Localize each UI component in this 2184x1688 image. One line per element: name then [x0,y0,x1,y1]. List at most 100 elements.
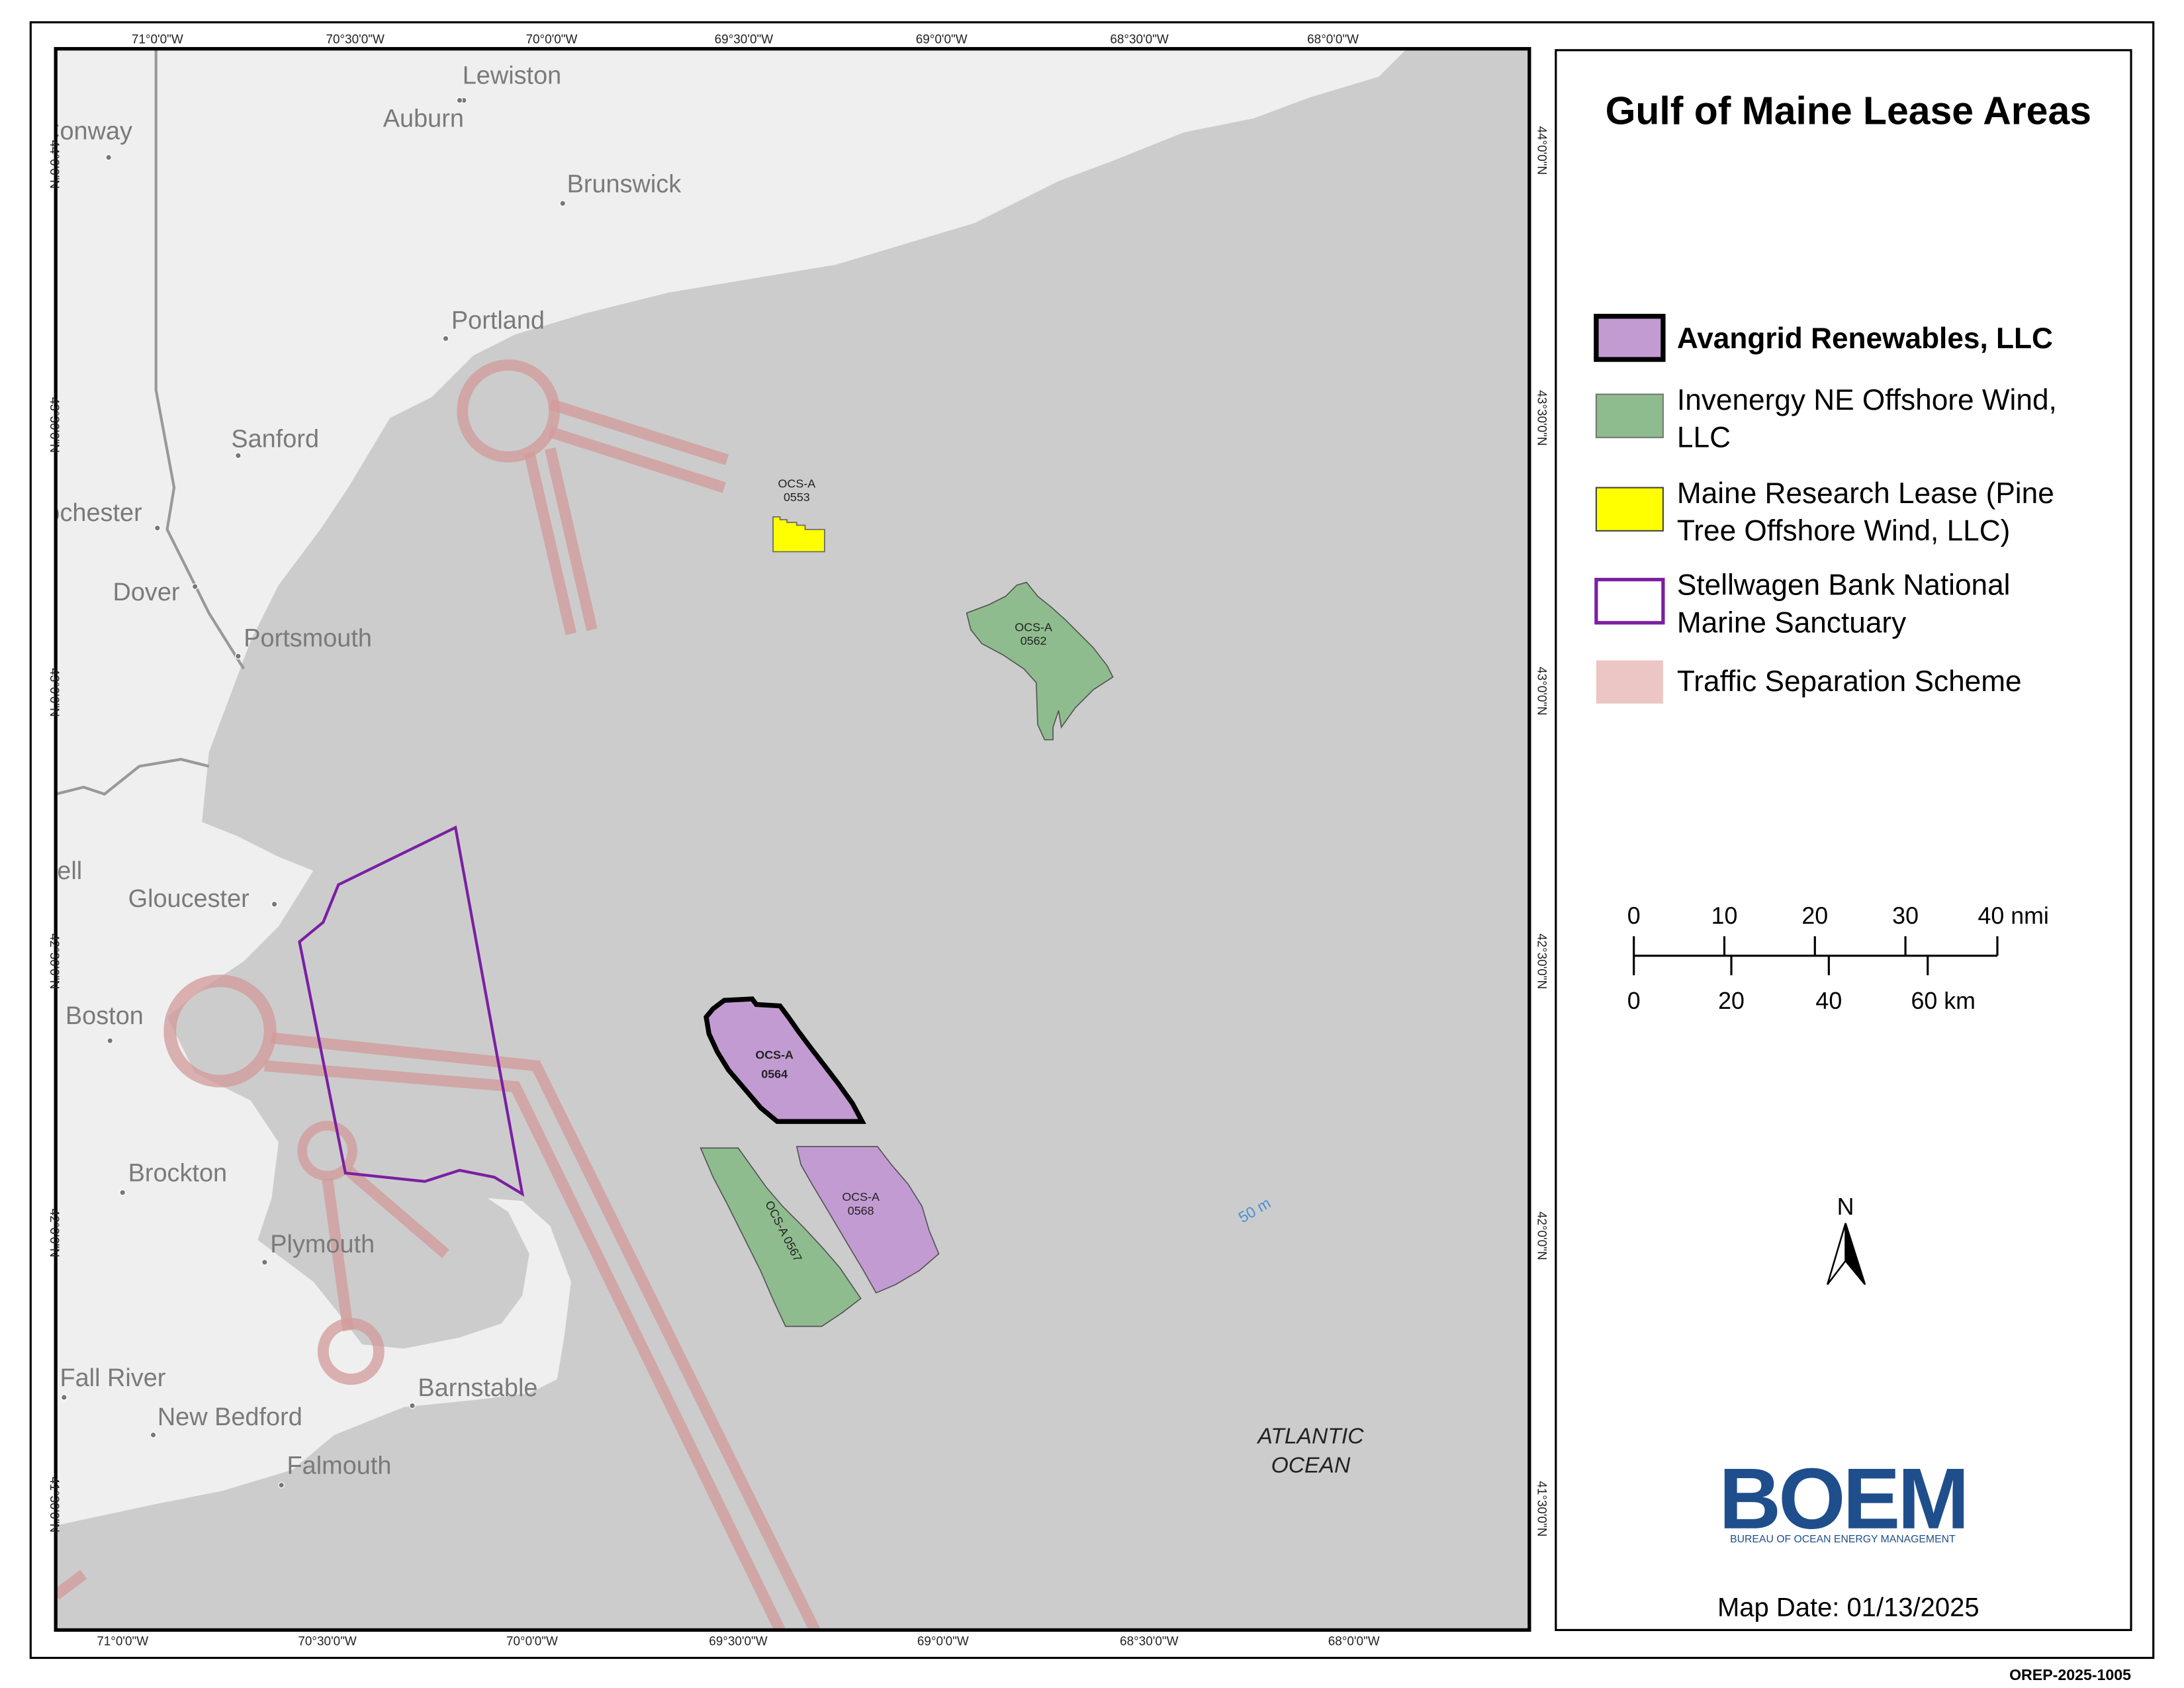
city-dot [150,1431,157,1438]
city-dot [235,653,242,660]
scale-label: 0 [1627,988,1641,1014]
city-dot [261,1258,268,1266]
legend-label: Traffic Separation Scheme [1677,665,2022,698]
legend-swatch [1595,487,1664,532]
city-label: Fall River [60,1364,165,1392]
city-dot [105,154,112,161]
lease-0553 [772,516,825,553]
city-label: Auburn [383,105,464,133]
traffic-separation-scheme [56,359,820,1630]
latitude-label: 41°30'0"N [47,1477,61,1532]
longitude-label: 69°0'0"W [916,32,968,46]
longitude-label: 69°30'0"W [715,32,774,46]
lease-label: OCS-A [842,1190,880,1203]
north-arrow: N [1827,1194,1866,1286]
longitude-label: 71°0'0"W [132,32,183,46]
logo-name: BOEM [1719,1450,1967,1547]
scale-label: 20 [1718,988,1745,1014]
land [56,48,1407,1526]
legend-swatch [1596,660,1663,704]
scale-label: 30 [1892,902,1919,929]
city-dot [442,335,449,342]
logo-subtitle: BUREAU OF OCEAN ENERGY MANAGEMENT [1730,1534,1956,1545]
legend-label: Avangrid Renewables, LLC [1677,322,2053,355]
longitude-label: 68°0'0"W [1328,1635,1380,1649]
places: Lewiston Auburn Conway Brunswick Portland San… [11,62,682,1489]
lease-label: OCS-A [755,1049,794,1062]
latitude-label: 42°0'0"N [1534,1211,1548,1260]
lease-0568 [796,1146,940,1294]
scale-label: 40 nmi [1978,902,2049,929]
legend-panel [1555,49,2132,1631]
latitude-label: 42°0'0"N [47,1209,61,1258]
ocean-label: OCEAN [1271,1454,1351,1478]
lease-label: 0564 [761,1068,788,1081]
latitude-label: 42°30'0"N [1534,933,1548,989]
longitude-label: 71°0'0"W [97,1635,148,1649]
city-label: Lowell [11,857,82,885]
city-dot [154,524,161,532]
scale-bar: 0 10 20 30 40 nmi 0 20 40 60 km [1627,902,2049,1013]
city-dot [60,1394,68,1401]
legend-label: Maine Research Lease (Pine [1677,477,2054,510]
legend: Avangrid Renewables, LLC Invenergy NE Off… [1594,314,2057,704]
scale-label: 20 [1801,902,1828,929]
scale-label: 0 [1627,902,1641,929]
longitude-label: 69°30'0"W [709,1635,768,1649]
ocean-label: ATLANTIC [1256,1424,1364,1448]
latitude-label: 43°0'0"N [47,668,61,717]
city-label: Conway [42,117,132,145]
city-dot [456,97,463,104]
title: Gulf of Maine Lease Areas [1606,89,2091,132]
city-dot [235,452,242,459]
city-label: Falmouth [287,1452,392,1480]
longitude-label: 68°30'0"W [1110,32,1169,46]
city-label: Brockton [128,1160,227,1188]
lease-label: 0553 [784,491,810,504]
city-label: Brunswick [567,170,682,198]
longitude-label: 70°0'0"W [525,32,577,46]
latitude-label: 43°0'0"N [1534,667,1548,716]
city-dot [191,583,199,590]
legend-label: Tree Offshore Wind, LLC) [1677,515,2010,547]
city-label: Boston [66,1002,144,1030]
map-frame [54,47,1531,1632]
longitude-label: 70°30'0"W [326,32,385,46]
map-date: Map Date: 01/13/2025 [1717,1593,1979,1622]
latitude-label: 43°30'0"N [47,397,61,453]
legend-swatch [1594,314,1666,362]
city-label: New Bedford [158,1403,302,1431]
scale-label: 60 km [1911,988,1976,1014]
longitude-label: 68°0'0"W [1307,32,1359,46]
lease-0564 [704,996,866,1124]
city-label: Lewiston [463,62,561,89]
city-label: Plymouth [270,1231,375,1258]
city-label: Portland [451,307,545,335]
logo: BOEM BUREAU OF OCEAN ENERGY MANAGEMENT [1719,1450,1970,1547]
scale-label: 40 [1815,988,1842,1014]
city-dot [271,901,278,908]
longitude-label: 70°0'0"W [506,1635,558,1649]
city-label: Rochester [28,499,142,527]
lease-0562 [966,581,1114,741]
legend-swatch [1595,393,1664,438]
latitude-label: 43°30'0"N [1534,390,1548,445]
city-label: Dover [113,579,179,606]
city-label: Gloucester [128,885,250,913]
legend-label: Stellwagen Bank National [1677,569,2011,602]
state-border [56,48,246,796]
legend-label: Marine Sanctuary [1677,607,1906,639]
doc-id: OREP-2025-1005 [2009,1666,2131,1683]
legend-label: LLC [1677,422,1731,454]
latitude-label: 44°0'0"N [47,140,61,189]
graticule-labels: 71°0'0"W 70°30'0"W 70°0'0"W 69°30'0"W 69°0'0… [47,32,1549,1648]
city-dot [559,200,567,207]
lease-label: OCS-A [1015,620,1052,633]
longitude-label: 70°30'0"W [298,1635,357,1649]
city-label: Barnstable [418,1374,537,1402]
lease-label: 0562 [1021,634,1047,647]
city-dot [107,1037,114,1045]
longitude-label: 68°30'0"W [1120,1635,1179,1649]
north-label: N [1837,1194,1854,1220]
longitude-label: 69°0'0"W [917,1635,969,1649]
